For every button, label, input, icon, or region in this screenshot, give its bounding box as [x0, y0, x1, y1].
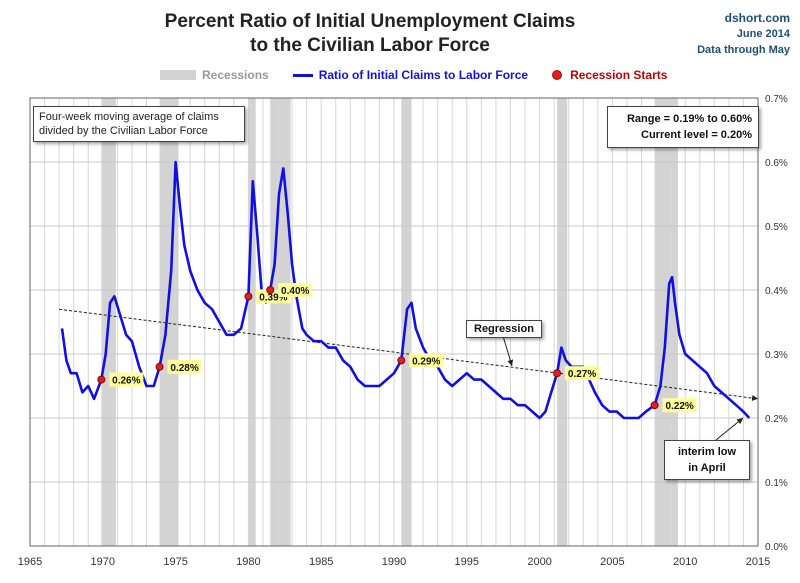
x-tick-label: 1990: [382, 556, 406, 568]
regression-callout-arrow: [502, 335, 514, 367]
recession-start-label: 0.39%: [259, 292, 287, 303]
y-tick-label: 0.1%: [765, 478, 788, 489]
recession-start-label-bg: [409, 353, 444, 368]
recession-start-marker: [553, 369, 562, 378]
regression-label: Regression: [466, 320, 542, 338]
interim-low-callout: interim low in April: [664, 440, 750, 480]
recession-band: [270, 98, 291, 546]
y-tick-label: 0.2%: [765, 414, 788, 425]
source-site: dshort.com: [724, 11, 790, 25]
grid-lines: [30, 98, 758, 546]
recession-swatch: [160, 70, 196, 80]
interim-callout-arrow: [715, 417, 744, 441]
recession-start-label: 0.29%: [412, 356, 440, 367]
x-tick-label: 2010: [673, 556, 697, 568]
x-tick-label: 1970: [91, 556, 115, 568]
regression-line: [59, 308, 759, 402]
current-level-text: Current level = 0.20%: [641, 129, 752, 141]
recession-bands: [101, 98, 678, 546]
source-note: Data through May: [697, 44, 790, 56]
recession-band: [248, 98, 256, 546]
y-tick-label: 0.4%: [765, 286, 788, 297]
source-date: June 2014: [736, 28, 790, 40]
annotation-arrows: [502, 335, 744, 441]
x-tick-label: 2005: [600, 556, 624, 568]
x-axis-ticks: 1965 1970 1975 1980 1985 1990 1995 2000 2005 2010…: [18, 556, 770, 568]
x-tick-label: 1980: [236, 556, 260, 568]
x-tick-label: 2015: [746, 556, 770, 568]
marker-swatch: [552, 70, 563, 80]
recession-start-label: 0.28%: [170, 363, 198, 374]
recession-start-marker: [650, 401, 659, 410]
legend: Recessions Ratio of Initial Claims to La…: [160, 66, 691, 84]
method-note: Four-week moving average of claims divid…: [33, 106, 245, 142]
y-tick-label: 0.7%: [765, 94, 788, 105]
recession-start-marker: [397, 356, 406, 365]
recession-start-label: 0.40%: [281, 286, 309, 297]
recession-start-label-bg: [109, 372, 144, 387]
recession-start-label-bg: [167, 359, 202, 374]
recession-band: [557, 98, 568, 546]
recession-start-label: 0.27%: [568, 369, 596, 380]
legend-item-recession-starts: Recession Starts: [552, 68, 667, 82]
method-note-line-2: divided by the Civilian Labor Force: [39, 125, 208, 137]
recession-start-marker: [266, 286, 275, 294]
source-block: dshort.com June 2014 Data through May: [697, 10, 790, 58]
y-tick-label: 0.5%: [765, 222, 788, 233]
y-tick-label: 0.0%: [765, 542, 788, 553]
series-line: [60, 160, 751, 420]
chart-title: Percent Ratio of Initial Unemployment Cl…: [130, 10, 610, 58]
title-line-1: Percent Ratio of Initial Unemployment Cl…: [164, 11, 576, 32]
y-axis-ticks: 0.0% 0.1% 0.2% 0.3% 0.4% 0.5% 0.6% 0.7%: [765, 94, 788, 553]
legend-item-series: Ratio of Initial Claims to Labor Force: [292, 68, 529, 82]
plot-frame: [29, 97, 759, 547]
range-box: Range = 0.19% to 0.60% Current level = 0…: [607, 106, 759, 148]
interim-line-1: interim low: [677, 446, 737, 458]
legend-item-recessions: Recessions: [160, 68, 269, 82]
x-tick-label: 1975: [163, 556, 187, 568]
y-tick-label: 0.3%: [765, 350, 788, 361]
series-group: [60, 160, 751, 420]
interim-line-2: in April: [688, 462, 726, 474]
title-line-2: to the Civilian Labor Force: [250, 35, 490, 56]
recession-start-marker: [155, 362, 164, 371]
regression-group: [59, 308, 759, 402]
x-tick-label: 2000: [527, 556, 551, 568]
recession-start-label-bg: [565, 366, 600, 381]
range-text: Range = 0.19% to 0.60%: [626, 113, 752, 125]
x-tick-label: 1985: [309, 556, 333, 568]
x-tick-label: 1995: [455, 556, 479, 568]
recession-start-markers: 0.26% 0.28% 0.39%0.40% 0.29% 0.27% 0.22%: [97, 283, 697, 413]
legend-label-recession-starts: Recession Starts: [570, 68, 668, 82]
recession-start-label: 0.26%: [112, 376, 140, 387]
recession-start-marker: [244, 292, 253, 301]
legend-label-series: Ratio of Initial Claims to Labor Force: [318, 68, 529, 82]
recession-start-label-bg: [662, 398, 697, 413]
series-swatch: [292, 73, 313, 77]
x-tick-label: 1965: [18, 556, 42, 568]
recession-start-label: 0.22%: [665, 401, 693, 412]
legend-label-recessions: Recessions: [202, 68, 269, 82]
method-note-line-1: Four-week moving average of claims: [39, 111, 219, 123]
recession-start-label-bg: [278, 283, 313, 297]
recession-start-marker: [97, 375, 106, 384]
y-tick-label: 0.6%: [765, 158, 788, 169]
